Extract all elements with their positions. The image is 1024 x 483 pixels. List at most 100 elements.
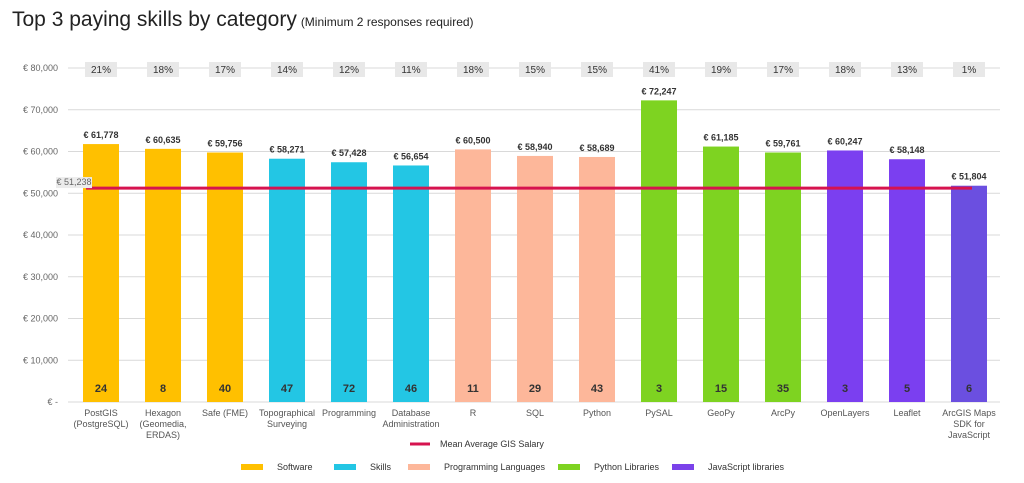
legend-swatch	[334, 464, 356, 470]
percentage-label: 15%	[525, 65, 545, 76]
legend-mean-label: Mean Average GIS Salary	[440, 439, 544, 449]
y-tick-label: € 20,000	[23, 314, 58, 324]
x-tick-label: ArcPy	[771, 408, 796, 418]
response-count-label: 47	[281, 383, 293, 395]
percentage-box	[581, 62, 613, 77]
percentage-box	[829, 62, 861, 77]
x-tick-label: Topographical	[259, 408, 315, 418]
bar	[331, 162, 367, 402]
bar	[579, 156, 615, 402]
legend-swatch	[558, 464, 580, 470]
percentage-box	[333, 62, 365, 77]
percentage-box	[85, 62, 117, 77]
chart-title: Top 3 paying skills by category	[12, 8, 297, 31]
legend-label: Skills	[370, 462, 392, 472]
percentage-label: 18%	[835, 65, 855, 76]
response-count-label: 46	[405, 383, 417, 395]
response-count-label: 8	[160, 383, 166, 395]
data-label: € 59,756	[207, 139, 242, 149]
x-tick-label: SQL	[526, 408, 544, 418]
mean-value-label: € 51,238	[56, 177, 91, 187]
y-tick-label: € 50,000	[23, 188, 58, 198]
y-tick-label: € 70,000	[23, 105, 58, 115]
data-label: € 57,428	[331, 148, 366, 158]
percentage-box	[271, 62, 303, 77]
bar	[827, 150, 863, 402]
percentage-box	[147, 62, 179, 77]
bar	[703, 146, 739, 402]
response-count-label: 29	[529, 383, 541, 395]
response-count-label: 72	[343, 383, 355, 395]
response-count-label: 3	[656, 383, 662, 395]
percentage-box	[891, 62, 923, 77]
response-count-label: 15	[715, 383, 727, 395]
x-tick-label: OpenLayers	[820, 408, 870, 418]
percentage-label: 18%	[463, 65, 483, 76]
data-label: € 60,635	[145, 135, 180, 145]
percentage-box	[395, 62, 427, 77]
response-count-label: 6	[966, 383, 972, 395]
percentage-label: 12%	[339, 65, 359, 76]
y-tick-label: € 30,000	[23, 272, 58, 282]
x-tick-label: ERDAS)	[146, 430, 180, 440]
bar	[269, 158, 305, 402]
x-tick-label: Hexagon	[145, 408, 181, 418]
chart-subtitle: (Minimum 2 responses required)	[300, 15, 474, 29]
x-tick-label: ArcGIS Maps	[942, 408, 996, 418]
mean-label-box	[56, 177, 92, 189]
percentage-box	[953, 62, 985, 77]
data-label: € 51,804	[951, 172, 986, 182]
bar	[641, 100, 677, 402]
legend-swatch	[408, 464, 430, 470]
x-tick-label: SDK for	[953, 419, 985, 429]
percentage-label: 17%	[215, 65, 235, 76]
response-count-label: 40	[219, 383, 231, 395]
y-tick-label: € 40,000	[23, 230, 58, 240]
x-tick-label: Python	[583, 408, 611, 418]
percentage-box	[643, 62, 675, 77]
bar	[765, 152, 801, 402]
bar	[517, 155, 553, 402]
percentage-box	[705, 62, 737, 77]
x-tick-label: Leaflet	[893, 408, 921, 418]
legend-label: Software	[277, 462, 313, 472]
y-tick-label: € 60,000	[23, 147, 58, 157]
percentage-label: 21%	[91, 65, 111, 76]
response-count-label: 11	[467, 383, 479, 395]
y-tick-label: € -	[47, 397, 58, 407]
data-label: € 59,761	[765, 138, 800, 148]
response-count-label: 43	[591, 383, 603, 395]
data-label: € 58,940	[517, 142, 552, 152]
percentage-label: 18%	[153, 65, 173, 76]
x-tick-label: PostGIS	[84, 408, 118, 418]
x-tick-label: (Geomedia,	[139, 419, 186, 429]
legend-swatch	[672, 464, 694, 470]
chart-title-block: Top 3 paying skills by category (Minimum …	[12, 8, 474, 32]
response-count-label: 24	[95, 383, 108, 395]
percentage-label: 15%	[587, 65, 607, 76]
data-label: € 72,247	[641, 86, 676, 96]
response-count-label: 5	[904, 383, 910, 395]
percentage-label: 17%	[773, 65, 793, 76]
bar	[951, 185, 987, 402]
data-label: € 61,185	[703, 133, 738, 143]
percentage-label: 1%	[962, 65, 977, 76]
percentage-box	[767, 62, 799, 77]
y-tick-label: € 10,000	[23, 355, 58, 365]
percentage-box	[519, 62, 551, 77]
percentage-label: 41%	[649, 65, 669, 76]
bar	[393, 165, 429, 402]
x-tick-label: Safe (FME)	[202, 408, 248, 418]
data-label: € 60,500	[455, 135, 490, 145]
response-count-label: 3	[842, 383, 848, 395]
x-tick-label: JavaScript	[948, 430, 991, 440]
data-label: € 56,654	[393, 151, 428, 161]
bar	[207, 152, 243, 402]
bar	[889, 159, 925, 402]
x-tick-label: PySAL	[645, 408, 673, 418]
x-tick-label: Programming	[322, 408, 376, 418]
percentage-label: 19%	[711, 65, 731, 76]
x-tick-label: R	[470, 408, 477, 418]
data-label: € 58,148	[889, 145, 924, 155]
